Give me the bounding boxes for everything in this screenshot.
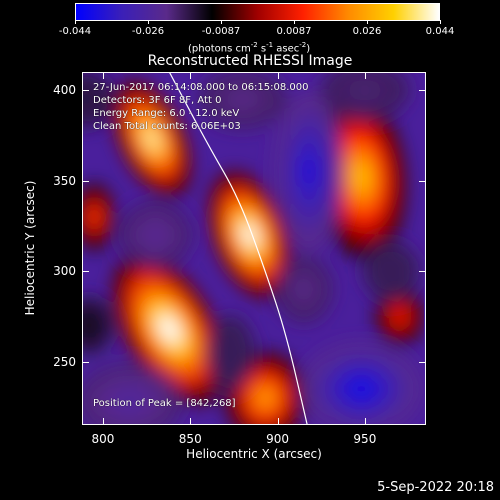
y-tick-mark: [419, 180, 426, 182]
x-tick-mark: [364, 72, 366, 79]
negative-source: [274, 92, 344, 251]
colorbar-units: (photons cm-2 s-1 asec-2): [188, 41, 311, 55]
source-contour: [356, 84, 374, 96]
peak-position-label: Position of Peak = [842,268]: [93, 398, 236, 409]
source-contour: [233, 93, 252, 105]
x-tick-label: 850: [178, 432, 202, 446]
x-tick-label: 800: [91, 432, 115, 446]
source-contour: [82, 93, 92, 105]
y-tick-mark: [82, 271, 89, 273]
negative-source: [82, 364, 182, 425]
colorbar: [75, 3, 440, 21]
x-tick-label: 900: [266, 432, 290, 446]
negative-source: [119, 201, 192, 269]
source-contour: [118, 393, 140, 409]
colorbar-tick-label: -0.0087: [201, 26, 241, 37]
colorbar-tick: [221, 20, 222, 24]
source-contour: [143, 127, 160, 151]
y-tick-mark: [82, 90, 89, 92]
colorbar-tick: [75, 20, 76, 24]
y-tick-mark: [82, 180, 89, 182]
source-contour: [241, 222, 258, 248]
y-tick-mark: [82, 361, 89, 363]
y-tick-label: 350: [53, 173, 76, 188]
y-tick-label: 400: [53, 83, 76, 98]
negative-source: [320, 72, 410, 120]
colorbar-tick: [294, 20, 295, 24]
positive-source: [112, 80, 192, 198]
source-contour: [158, 313, 181, 345]
colorbar-gradient: [76, 4, 439, 20]
info-line-energy: Energy Range: 6.0 - 12.0 keV: [93, 108, 240, 119]
info-line-detectors: Detectors: 3F 6F 8F, Att 0: [93, 95, 222, 106]
x-tick-mark: [277, 72, 279, 79]
x-tick-mark: [277, 418, 279, 425]
x-tick-mark: [102, 418, 104, 425]
x-tick-mark: [102, 72, 104, 79]
source-contour: [349, 379, 374, 398]
colorbar-tick: [440, 20, 441, 24]
info-line-counts: Clean Total counts: 6.06E+03: [93, 121, 241, 132]
source-contour: [148, 228, 163, 242]
x-tick-label: 950: [353, 432, 377, 446]
positive-source: [112, 253, 226, 405]
source-contour: [84, 319, 94, 332]
negative-source: [301, 343, 422, 425]
colorbar-tick-label: 0.044: [425, 26, 455, 37]
negative-source: [198, 72, 287, 129]
footer-date: 5-Sep-2022 20:18: [377, 480, 494, 495]
solar-limb-curve: [168, 72, 308, 425]
y-tick-mark: [419, 271, 426, 273]
negative-source: [206, 315, 255, 391]
source-contour: [90, 210, 99, 224]
emission-sources: [82, 72, 424, 425]
source-contour: [394, 310, 405, 323]
y-axis-label: Heliocentric Y (arcsec): [23, 180, 37, 316]
positive-source: [82, 183, 115, 251]
plot-title: Reconstructed RHESSI Image: [147, 53, 353, 69]
x-tick-mark: [364, 418, 366, 425]
y-tick-label: 300: [53, 264, 76, 279]
colorbar-tick: [148, 20, 149, 24]
colorbar-tick-label: -0.044: [58, 26, 92, 37]
colorbar-tick: [367, 20, 368, 24]
y-tick-mark: [419, 361, 426, 363]
source-contour: [257, 388, 274, 408]
source-contour: [302, 155, 316, 188]
y-tick-label: 250: [53, 354, 76, 369]
source-contour: [298, 282, 310, 296]
colorbar-tick-label: -0.026: [131, 26, 165, 37]
colorbar-tick-label: 0.026: [352, 26, 382, 37]
positive-source: [375, 287, 424, 346]
info-line-time: 27-Jun-2017 06:14:08.000 to 06:15:08.000: [93, 82, 309, 93]
colorbar-tick-label: 0.0087: [276, 26, 312, 37]
y-tick-mark: [419, 90, 426, 92]
source-contour: [352, 160, 371, 194]
x-axis-label: Heliocentric X (arcsec): [186, 447, 322, 461]
image-plot-area: [82, 72, 426, 425]
negative-source: [275, 255, 332, 323]
negative-source: [82, 296, 114, 355]
source-contour: [225, 345, 236, 361]
positive-source: [208, 171, 291, 299]
x-tick-mark: [190, 418, 192, 425]
negative-source: [362, 241, 420, 301]
reconstructed-image: [82, 72, 426, 425]
x-tick-mark: [190, 72, 192, 79]
source-contour: [385, 265, 397, 277]
